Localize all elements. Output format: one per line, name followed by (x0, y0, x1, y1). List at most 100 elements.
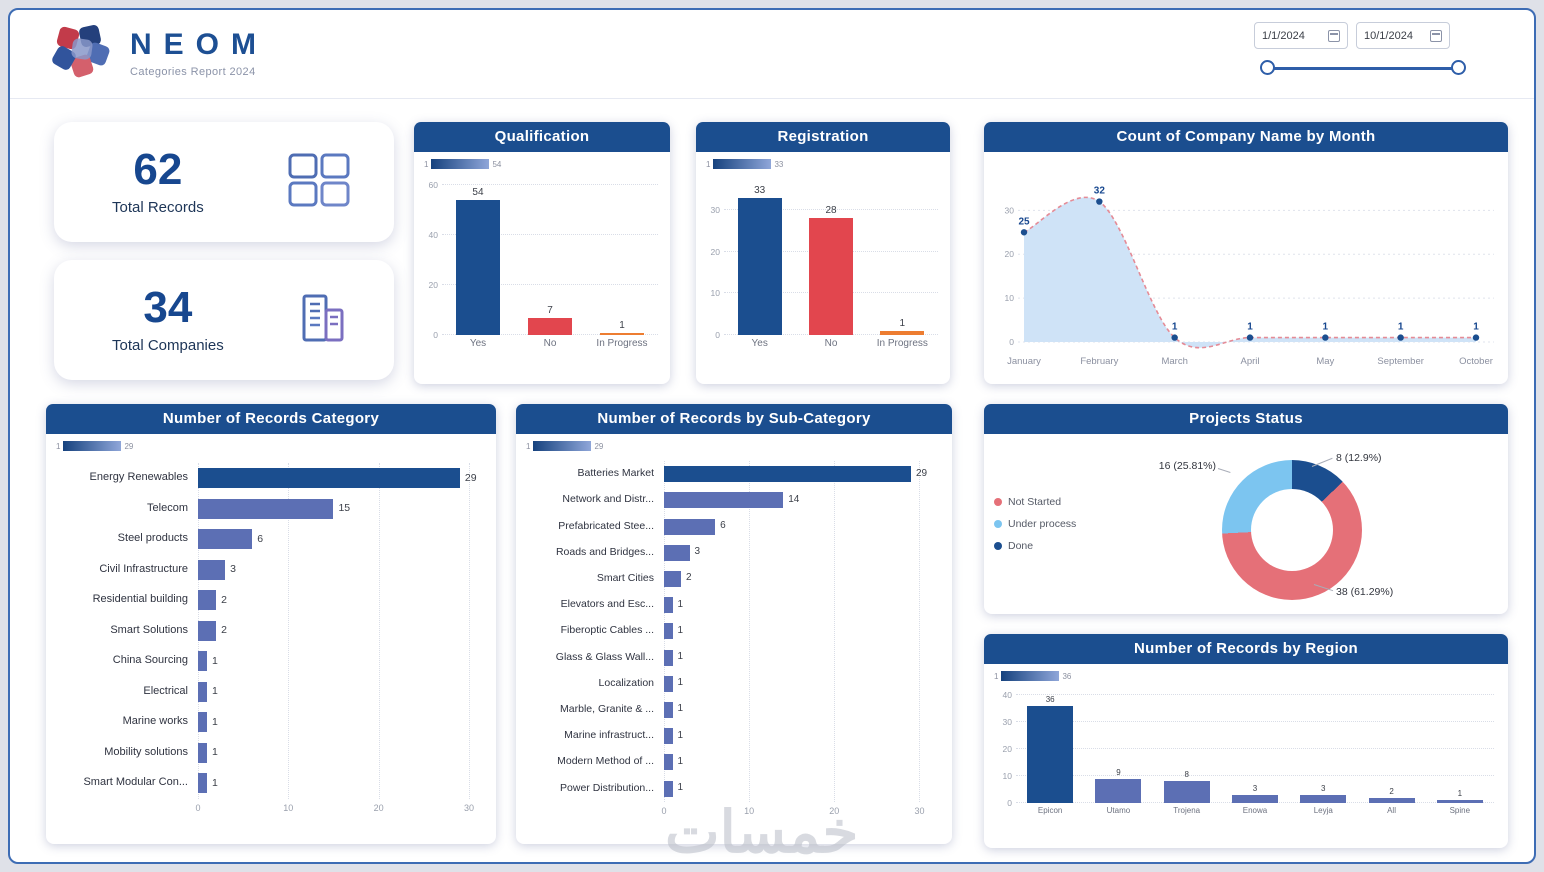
bar-epicon[interactable] (1027, 705, 1074, 803)
x-axis-label: Trojena (1173, 806, 1201, 815)
neom-logo (50, 22, 114, 89)
donut-chart[interactable] (1222, 460, 1362, 600)
total-companies-value: 34 (143, 283, 193, 332)
data-point-march[interactable] (1171, 334, 1178, 341)
bar-roads-and-bridges[interactable] (664, 544, 690, 561)
category-label: Localization (598, 676, 654, 689)
bar-value-label: 2 (221, 593, 227, 606)
data-point-october[interactable] (1472, 334, 1480, 341)
legend-item-under-process[interactable]: Under process (994, 518, 1076, 530)
bar-value-label: 14 (788, 493, 800, 505)
building-icon (294, 290, 350, 351)
legend-dot (994, 498, 1002, 506)
bar-value-label: 1 (677, 782, 684, 793)
records-subcategory-chart[interactable]: 1 29 0 10 20 30 Batteries Market 29 Network and … (516, 441, 952, 816)
qualification-chart[interactable]: 1 54 0 20 40 60 54 7 1 Yes No In Progress (414, 159, 670, 351)
bar-glass-glass-wall[interactable] (664, 649, 673, 666)
bar-elevators-and-esc[interactable] (664, 597, 673, 614)
bar-no[interactable] (809, 218, 853, 335)
bar-batteries-market[interactable] (664, 466, 911, 483)
bar-smart-solutions[interactable] (198, 620, 217, 641)
bar-value-label: 2 (221, 624, 227, 637)
gridline (1016, 775, 1494, 776)
projects-status-chart[interactable]: Not Started Under process Done 8 (12.9%)… (984, 434, 1508, 614)
bar-value-label: 1 (677, 677, 684, 689)
bar-localization[interactable] (664, 675, 673, 692)
bar-yes[interactable] (737, 197, 782, 335)
legend-item-done[interactable]: Done (994, 540, 1076, 552)
company-by-month-chart[interactable]: 0 10 20 30 25 32 1 1 1 1 1 January February March Apri… (984, 152, 1508, 377)
color-scale-gradient (1001, 671, 1060, 681)
plot-area: 0 10 20 30 Energy Renewables 29 Telecom 15 Steel… (83, 463, 478, 813)
calendar-icon[interactable] (1430, 29, 1442, 42)
bar-steel-products[interactable] (198, 529, 253, 550)
bar-fiberoptic-cables[interactable] (664, 623, 673, 640)
bar-prefabricated-stee[interactable] (664, 518, 716, 535)
data-point-january[interactable] (1020, 229, 1028, 236)
bar-spine[interactable] (1436, 800, 1483, 803)
records-category-chart[interactable]: 1 29 0 10 20 30 Energy Renewables 29 Telecom 15 St… (46, 441, 496, 813)
records-category-title: Number of Records Category (46, 404, 496, 434)
category-label: Roads and Bridges... (555, 545, 654, 558)
end-date-input[interactable]: 10/1/2024 (1356, 22, 1450, 49)
bar-telecom[interactable] (198, 498, 334, 519)
bar-energy-renewables[interactable] (198, 468, 460, 489)
start-date-input[interactable]: 1/1/2024 (1254, 22, 1348, 49)
x-axis-label: Epicon (1037, 806, 1063, 815)
bar-residential-building[interactable] (198, 590, 217, 611)
y-tick-label: 20 (1002, 744, 1012, 754)
records-region-chart[interactable]: 1 36 0 10 20 30 40 36 9 8 3 3 2 1 Epicon Utamo Trojena En… (984, 671, 1508, 816)
bar-marble-granite[interactable] (664, 701, 673, 718)
bar-civil-infrastructure[interactable] (198, 559, 226, 580)
data-point-april[interactable] (1246, 334, 1254, 341)
data-point-may[interactable] (1322, 334, 1329, 341)
bar-modern-method-of[interactable] (664, 754, 673, 771)
bar-value-label: 1 (677, 624, 684, 636)
registration-card: Registration 1 33 0 10 20 30 33 28 1 Yes No In Prog… (696, 122, 950, 384)
legend-item-not-started[interactable]: Not Started (994, 496, 1076, 508)
bar-yes[interactable] (455, 200, 500, 335)
slider-track[interactable] (1267, 67, 1459, 70)
bar-in-progress[interactable] (880, 330, 925, 335)
category-label: Marble, Granite & ... (560, 702, 654, 715)
point-value-label: 1 (1247, 322, 1253, 333)
bar-mobility-solutions[interactable] (198, 742, 208, 763)
x-tick-label: 30 (463, 802, 474, 813)
slider-handle-start[interactable] (1260, 60, 1275, 75)
data-point-february[interactable] (1096, 198, 1103, 205)
total-companies-value-block: 34 Total Companies (112, 283, 224, 355)
calendar-icon[interactable] (1328, 29, 1340, 42)
slider-handle-end[interactable] (1451, 60, 1466, 75)
records-region-title: Number of Records by Region (984, 634, 1508, 664)
y-tick-label: 10 (1005, 293, 1015, 303)
bar-marine-works[interactable] (198, 712, 208, 733)
date-range-slider[interactable] (1260, 60, 1466, 76)
bar-trojena[interactable] (1163, 781, 1210, 803)
data-point-september[interactable] (1397, 334, 1404, 341)
bar-smart-cities[interactable] (664, 570, 682, 587)
category-label: Network and Distr... (562, 493, 654, 506)
x-axis-label: Enowa (1242, 806, 1268, 815)
bar-utamo[interactable] (1095, 778, 1142, 803)
y-tick-label: 0 (433, 330, 438, 340)
bar-no[interactable] (528, 317, 572, 335)
bar-network-and-distr[interactable] (664, 492, 784, 509)
x-tick-label: 0 (661, 805, 667, 816)
bar-enowa[interactable] (1232, 794, 1278, 803)
bar-in-progress[interactable] (600, 332, 644, 335)
bar-power-distribution[interactable] (664, 780, 673, 797)
bar-all[interactable] (1368, 797, 1415, 803)
company-by-month-title: Count of Company Name by Month (984, 122, 1508, 152)
registration-chart[interactable]: 1 33 0 10 20 30 33 28 1 Yes No In Progress (696, 159, 950, 351)
bar-value-label: 33 (754, 184, 766, 196)
bar-smart-modular-con[interactable] (198, 773, 208, 794)
qualification-title: Qualification (414, 122, 670, 152)
bar-electrical[interactable] (198, 681, 208, 702)
bar-marine-infrastruct[interactable] (664, 728, 673, 745)
bar-china-sourcing[interactable] (198, 651, 208, 672)
bar-leyja[interactable] (1300, 794, 1347, 803)
x-axis-label: October (1459, 356, 1493, 367)
category-label: Smart Modular Con... (83, 776, 188, 789)
gridline (442, 284, 658, 285)
